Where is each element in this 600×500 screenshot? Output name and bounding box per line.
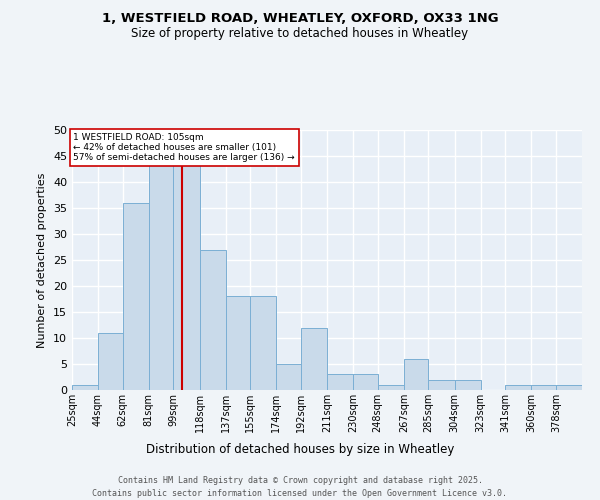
Bar: [455, 380, 481, 390]
Bar: [327, 374, 353, 390]
Bar: [428, 380, 455, 390]
Bar: [505, 385, 531, 390]
Bar: [250, 296, 276, 390]
Bar: [353, 374, 378, 390]
Bar: [404, 359, 428, 390]
Bar: [199, 250, 226, 390]
Text: Distribution of detached houses by size in Wheatley: Distribution of detached houses by size …: [146, 442, 454, 456]
Bar: [98, 333, 123, 390]
Bar: [173, 156, 200, 390]
Bar: [149, 156, 173, 390]
Bar: [301, 328, 327, 390]
Text: 1, WESTFIELD ROAD, WHEATLEY, OXFORD, OX33 1NG: 1, WESTFIELD ROAD, WHEATLEY, OXFORD, OX3…: [101, 12, 499, 26]
Bar: [226, 296, 250, 390]
Text: Size of property relative to detached houses in Wheatley: Size of property relative to detached ho…: [131, 28, 469, 40]
Text: Contains HM Land Registry data © Crown copyright and database right 2025.: Contains HM Land Registry data © Crown c…: [118, 476, 482, 485]
Bar: [378, 385, 404, 390]
Bar: [531, 385, 556, 390]
Text: Contains public sector information licensed under the Open Government Licence v3: Contains public sector information licen…: [92, 489, 508, 498]
Bar: [276, 364, 301, 390]
Y-axis label: Number of detached properties: Number of detached properties: [37, 172, 47, 348]
Bar: [72, 385, 98, 390]
Bar: [123, 203, 149, 390]
Bar: [556, 385, 582, 390]
Text: 1 WESTFIELD ROAD: 105sqm
← 42% of detached houses are smaller (101)
57% of semi-: 1 WESTFIELD ROAD: 105sqm ← 42% of detach…: [73, 132, 295, 162]
